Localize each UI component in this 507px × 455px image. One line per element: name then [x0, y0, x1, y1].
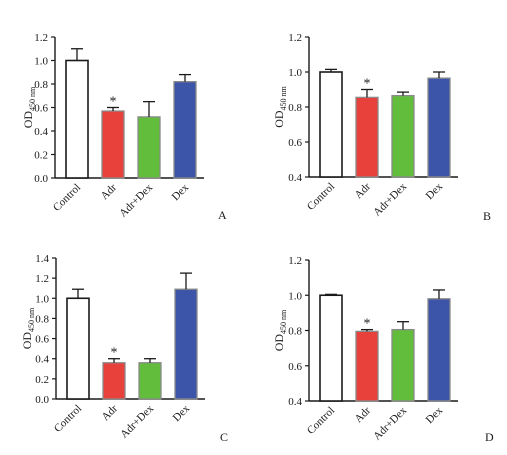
bar-dex: [173, 81, 197, 179]
x-tick-label: Adr: [99, 181, 120, 202]
bar-adr: [101, 110, 125, 179]
x-tick-label: Adr: [353, 404, 374, 425]
y-tick-label: 0.4: [34, 126, 48, 138]
x-tick-label: Dex: [171, 402, 193, 424]
x-tick-label: Dex: [424, 404, 446, 426]
y-tick-label: 1.2: [288, 255, 302, 267]
y-tick-label: 0.0: [34, 173, 48, 185]
chart-panel-b: 0.4 0.6 0.8 1.0 1.2 OD450 nm Control * AdrAdr+De…: [272, 32, 491, 223]
x-tick-label: Dex: [170, 181, 192, 203]
bar-dex: [174, 288, 198, 400]
x-tick-label: Adr+Dex: [371, 180, 409, 218]
x-tick-label: Control: [305, 181, 337, 213]
y-tick-label: 0.6: [288, 137, 302, 149]
y-axis-label-main: OD: [272, 334, 286, 352]
y-tick-label: 0.8: [288, 102, 302, 114]
x-tick-label: Adr+Dex: [117, 181, 155, 219]
x-tick-label: Control: [305, 405, 337, 437]
significance-marker: *: [364, 317, 371, 332]
y-tick-label: 0.4: [288, 172, 302, 184]
bar-control: [65, 59, 89, 179]
y-axis-label-sub: 450 nm: [27, 307, 36, 332]
y-tick-label: 1.0: [34, 56, 48, 68]
x-tick-label: Adr+Dex: [118, 402, 156, 440]
chart-panel-d: 0.4 0.6 0.8 1.0 1.2 OD450 nm Control * AdrAdr+De…: [272, 255, 494, 444]
y-tick-label: 0.6: [35, 334, 49, 346]
bar-control: [319, 71, 343, 178]
y-tick-label: 0.8: [34, 79, 48, 91]
bar-adr: [355, 96, 379, 178]
y-tick-label: 1.2: [288, 32, 302, 44]
panel-letter: D: [485, 430, 494, 444]
y-axis-label-main: OD: [21, 111, 35, 129]
panel-letter: C: [220, 430, 228, 444]
y-tick-label: 0.8: [288, 326, 302, 338]
x-tick-label: Adr: [353, 180, 374, 201]
y-axis-label: OD450 nm: [20, 307, 36, 349]
y-tick-label: 0.2: [35, 374, 49, 386]
bar-adr-dex: [137, 116, 161, 179]
y-tick-label: 1.4: [35, 253, 49, 265]
panel-letter: A: [218, 208, 227, 222]
x-tick-label: Control: [51, 182, 83, 214]
bar-control: [319, 294, 343, 402]
bar-dex: [427, 298, 451, 402]
y-tick-label: 0.2: [34, 150, 48, 162]
y-tick-label: 1.2: [34, 32, 48, 44]
y-tick-label: 1.0: [288, 290, 302, 302]
bar-control: [66, 297, 90, 400]
y-axis-label-sub: 450 nm: [279, 85, 288, 110]
y-tick-label: 0.4: [288, 396, 302, 408]
bar-adr: [355, 330, 379, 402]
x-tick-label: Adr+Dex: [371, 404, 409, 442]
bar-adr: [102, 362, 126, 400]
x-tick-label: Dex: [424, 180, 446, 202]
y-tick-label: 0.6: [34, 103, 48, 115]
panel-letter: B: [483, 209, 491, 223]
y-tick-label: 0.6: [288, 361, 302, 373]
bar-adr-dex: [138, 362, 162, 400]
y-axis-label-sub: 450 nm: [28, 86, 37, 111]
y-axis-label-main: OD: [20, 332, 34, 350]
y-tick-label: 0.8: [35, 313, 49, 325]
significance-marker: *: [364, 77, 371, 92]
x-tick-label: Adr: [100, 402, 121, 423]
y-tick-label: 1.2: [35, 273, 49, 285]
significance-marker: *: [110, 95, 117, 110]
chart-panel-a: 0.0 0.2 0.4 0.6 0.8 1.0 1.2 OD450 nm Control * Adr…: [21, 32, 227, 222]
y-tick-label: 0.0: [35, 394, 49, 406]
y-axis-label: OD450 nm: [272, 309, 288, 351]
bar-adr-dex: [391, 328, 415, 402]
significance-marker: *: [111, 346, 118, 361]
bar-dex: [427, 77, 451, 178]
y-axis-label-sub: 450 nm: [279, 309, 288, 334]
y-tick-label: 1.0: [288, 67, 302, 79]
y-axis-label: OD450 nm: [272, 85, 288, 127]
y-tick-label: 0.4: [35, 354, 49, 366]
x-tick-label: Control: [52, 403, 84, 435]
y-axis-label-main: OD: [272, 110, 286, 128]
y-tick-label: 1.0: [35, 293, 49, 305]
bar-adr-dex: [391, 94, 415, 178]
chart-panel-c: 0.0 0.2 0.4 0.6 0.8 1.0 1.2 1.4 OD450 nm Control *…: [20, 253, 228, 444]
y-axis-label: OD450 nm: [21, 86, 37, 128]
